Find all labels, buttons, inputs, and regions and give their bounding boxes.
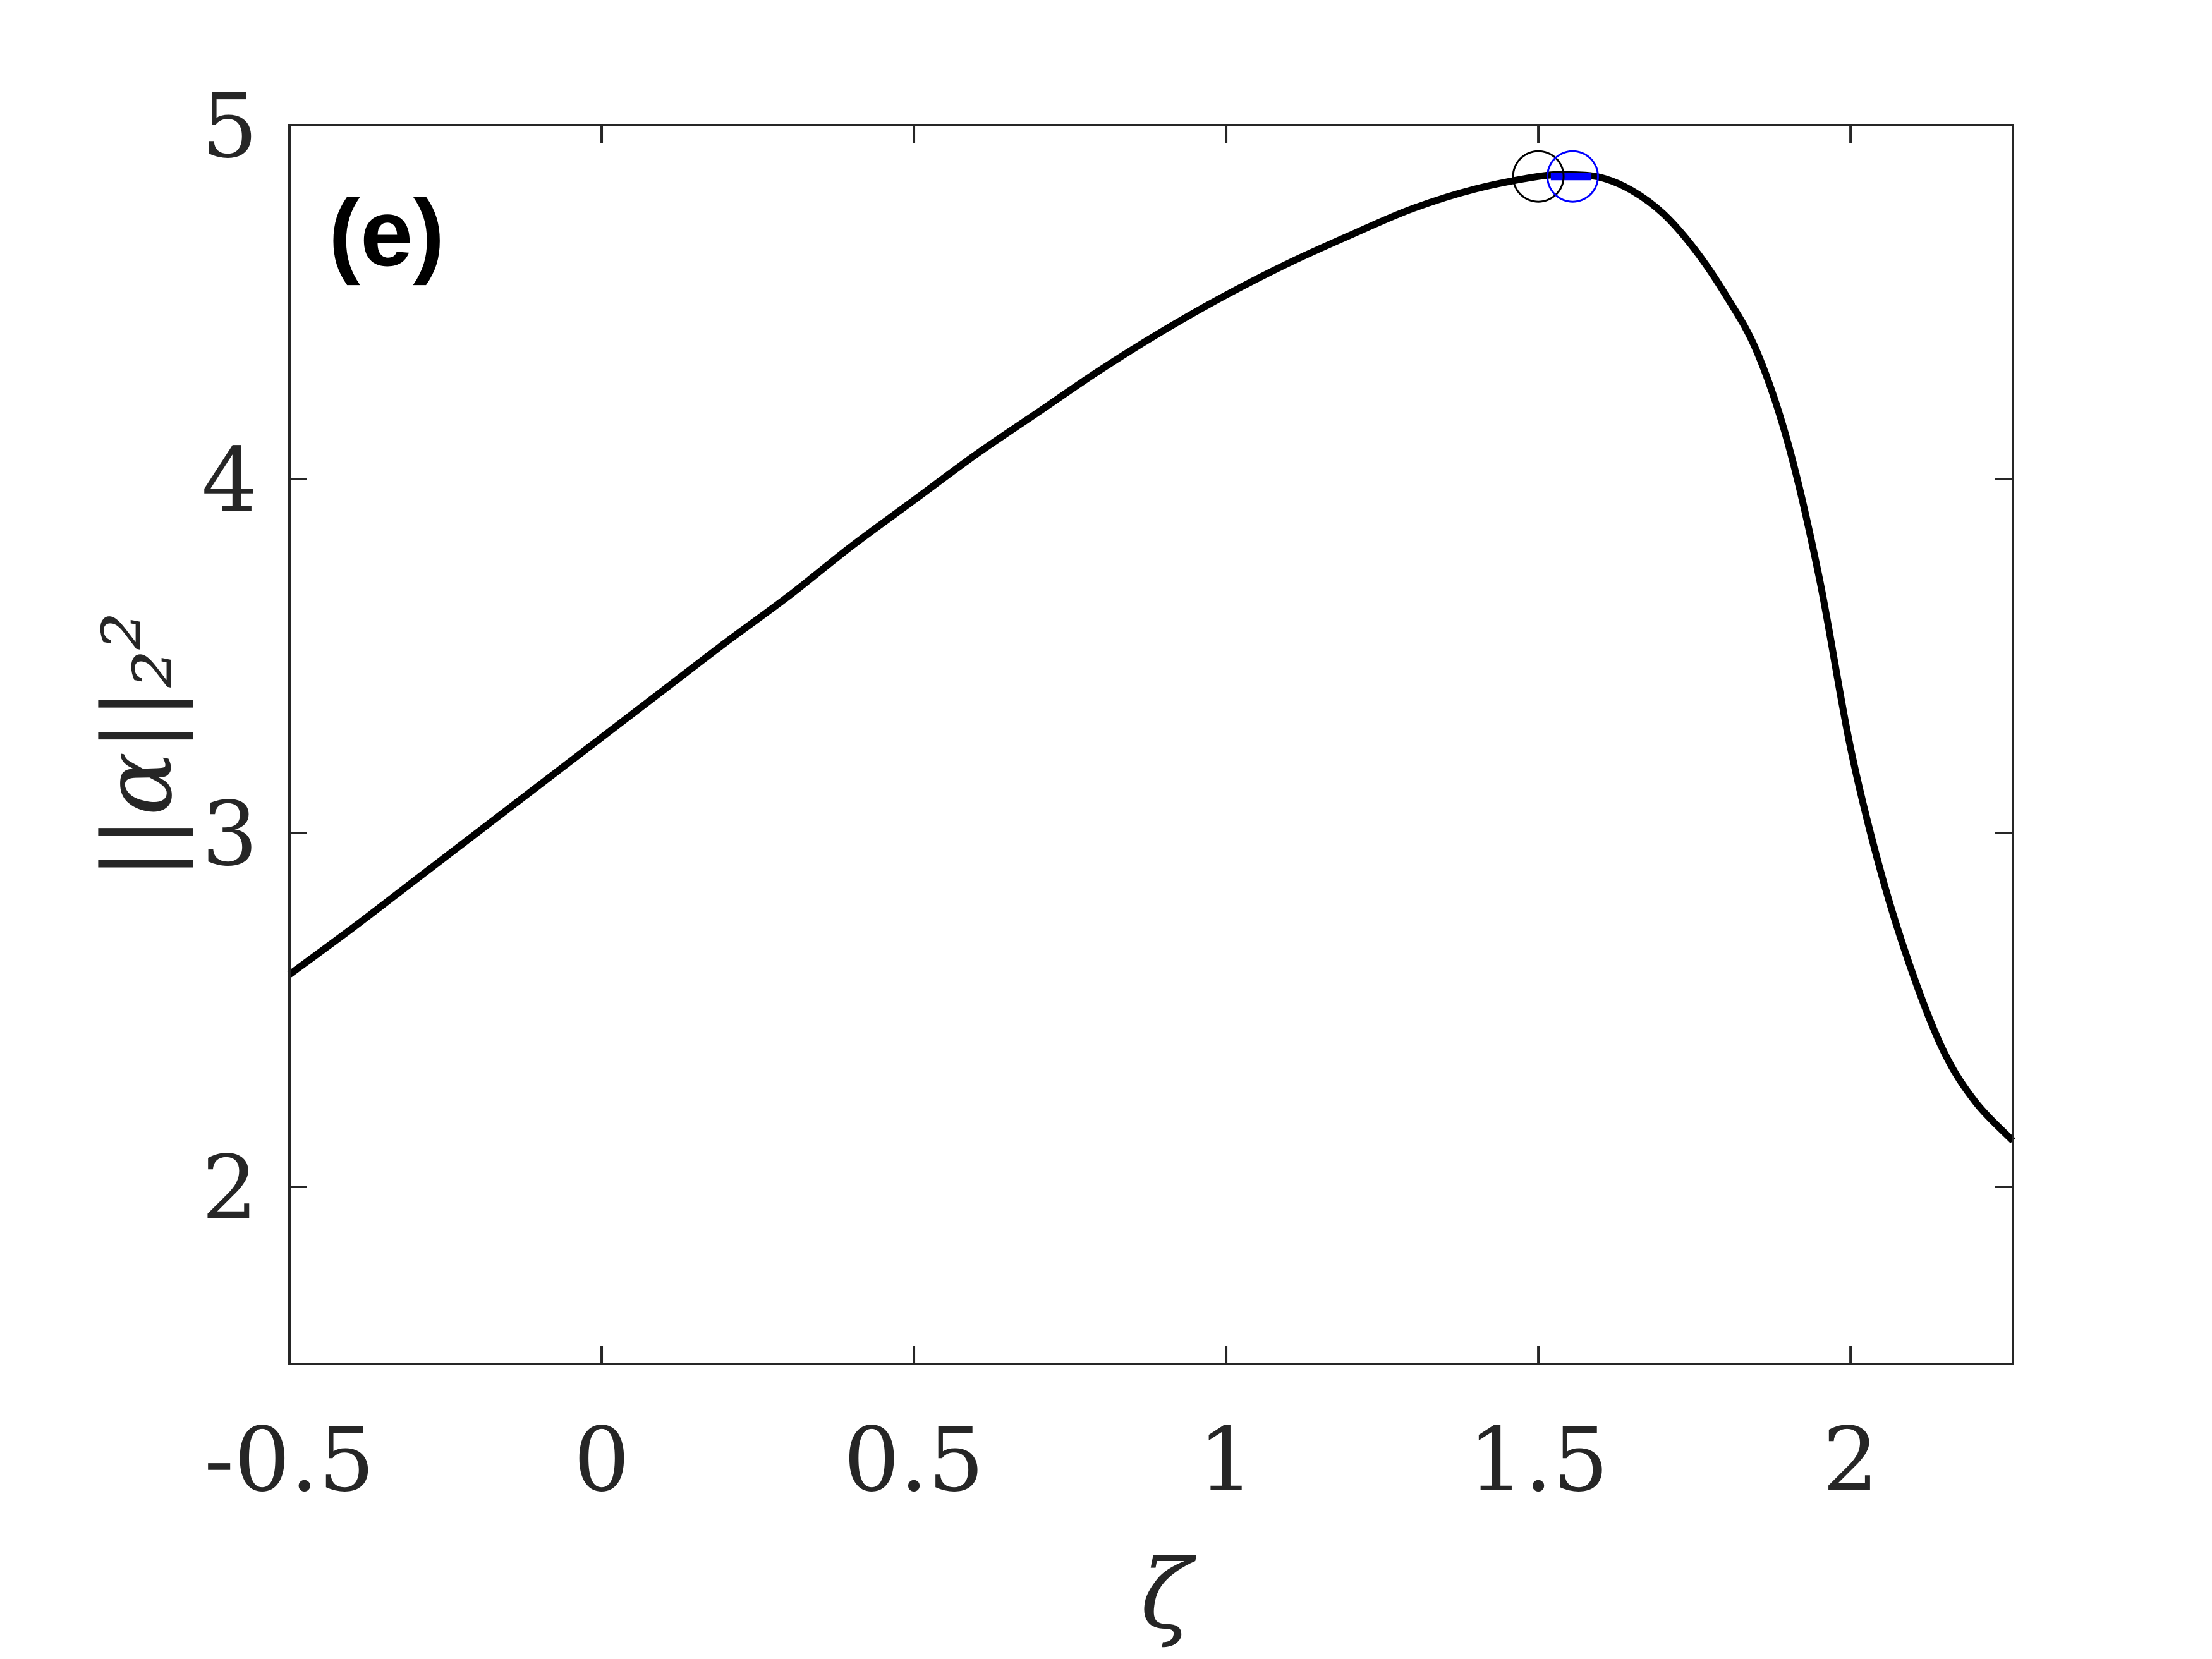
- y-tick-labels: 2 3 4 5: [202, 75, 258, 1240]
- panel-label: (e): [329, 179, 444, 286]
- x-tick-labels: -0.5 0 0.5 1 1.5 2: [204, 1409, 1879, 1512]
- marker-layer: [1512, 150, 1599, 203]
- series-line: [287, 171, 2015, 1144]
- plot-area-frame: [288, 124, 2014, 1365]
- curve-layer: [287, 171, 2015, 1144]
- y-tick-label: 3: [202, 783, 258, 886]
- y-axis-label: ||α||₂²: [83, 612, 193, 880]
- y-tick-label: 5: [202, 75, 258, 178]
- x-tick-label: 2: [1823, 1409, 1879, 1512]
- marker-circle: [1512, 150, 1565, 203]
- marker-circle: [1546, 150, 1599, 203]
- x-tick-label: 0: [573, 1409, 629, 1512]
- x-tick-label: 1: [1198, 1409, 1255, 1512]
- y-tick-label: 4: [202, 429, 258, 532]
- y-tick-label: 2: [202, 1137, 258, 1240]
- x-axis-label: ζ: [1140, 1540, 1196, 1650]
- x-tick-label: 1.5: [1468, 1409, 1609, 1512]
- x-tick-label: -0.5: [204, 1409, 375, 1512]
- x-tick-label: 0.5: [844, 1409, 985, 1512]
